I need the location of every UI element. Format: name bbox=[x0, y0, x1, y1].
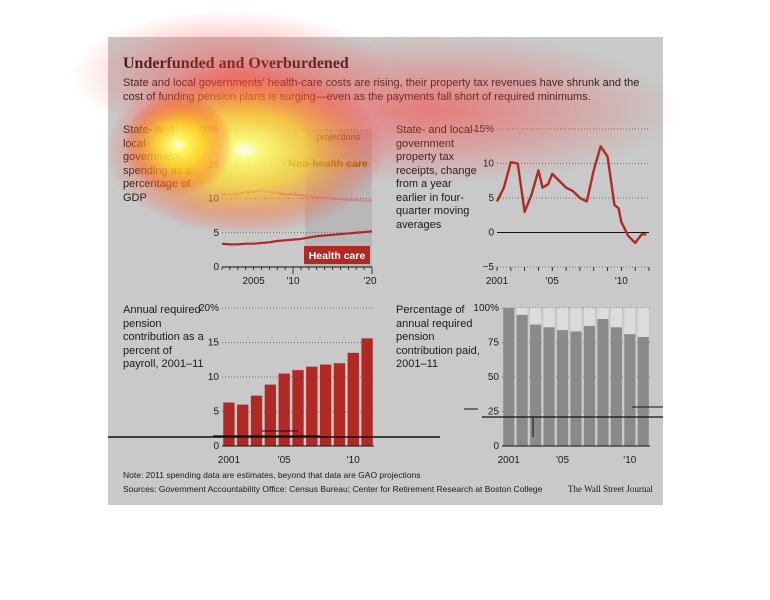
bar bbox=[503, 308, 515, 446]
y-tick-label: 10 bbox=[208, 372, 220, 383]
health-care-label-box bbox=[304, 246, 370, 264]
bar bbox=[333, 363, 346, 446]
y-tick-label: 20% bbox=[199, 125, 219, 136]
bar-remainder bbox=[557, 308, 569, 331]
bar-remainder bbox=[530, 308, 542, 325]
bar bbox=[637, 336, 649, 446]
chart4-description: Percentage of annual required pension co… bbox=[396, 304, 480, 370]
y-tick-label: 10 bbox=[208, 194, 220, 205]
x-tick-label: '10 bbox=[615, 276, 628, 287]
x-tick-label: 2005 bbox=[242, 276, 265, 287]
x-tick-label: '10 bbox=[347, 455, 360, 466]
y-tick-label: 5 bbox=[213, 228, 219, 239]
bar bbox=[347, 352, 359, 446]
bar-remainder bbox=[570, 308, 582, 332]
bar bbox=[264, 384, 277, 446]
y-tick-label: 15 bbox=[208, 338, 220, 349]
legend-label: Non-health care bbox=[288, 158, 368, 170]
x-tick-label: 2001 bbox=[218, 455, 241, 466]
bar-remainder bbox=[610, 308, 622, 328]
projections-label: projections bbox=[317, 132, 361, 142]
bar bbox=[278, 373, 290, 446]
x-tick-label: '05 bbox=[278, 455, 291, 466]
y-tick-label: 10 bbox=[483, 159, 495, 170]
chart-property-tax: −5 0 5 10 15% 2001 '05 '10 bbox=[474, 124, 650, 287]
bar-remainder bbox=[516, 308, 528, 315]
x-tick-label: '10 bbox=[287, 276, 300, 287]
chart-pension-paid: 0 25 50 75 100% 2001 '05 '10 bbox=[473, 303, 650, 466]
bar bbox=[237, 404, 249, 446]
bar-remainder bbox=[597, 308, 609, 320]
bar bbox=[557, 330, 569, 446]
bar bbox=[361, 338, 373, 446]
bar bbox=[597, 319, 609, 446]
sources-text: Sources: Government Accountability Offic… bbox=[123, 484, 543, 494]
bar bbox=[530, 324, 542, 446]
bar-remainder bbox=[637, 308, 649, 337]
overlay-lines bbox=[108, 406, 663, 438]
bar bbox=[543, 327, 555, 446]
chart3-description: Annual required pension contribution as … bbox=[123, 304, 204, 370]
bar bbox=[570, 331, 582, 446]
legend-label: Health care bbox=[309, 250, 366, 262]
chart-pension-required: 0 5 10 15 20% 2001 '05 '10 bbox=[199, 303, 374, 466]
bar-remainder bbox=[543, 308, 555, 328]
bar bbox=[624, 334, 636, 446]
credit-text: The Wall Street Journal bbox=[568, 484, 653, 494]
y-tick-label: 15 bbox=[208, 159, 220, 170]
y-tick-label: 0 bbox=[488, 228, 494, 239]
x-tick-label: '20 bbox=[363, 276, 376, 287]
x-tick-label: '05 bbox=[556, 455, 569, 466]
x-tick-label: 2001 bbox=[486, 276, 509, 287]
x-tick-label: '10 bbox=[623, 455, 636, 466]
chart-spending-gdp: 0 5 10 15 20% projections Non-health care Healt… bbox=[199, 125, 377, 287]
bar bbox=[319, 364, 332, 446]
y-tick-label: 0 bbox=[213, 441, 219, 452]
bar bbox=[306, 366, 318, 446]
y-tick-label: 5 bbox=[488, 193, 494, 204]
y-tick-label: 15% bbox=[474, 124, 494, 135]
y-tick-label: 0 bbox=[213, 262, 219, 273]
note-text: Note: 2011 spending data are estimates, … bbox=[123, 470, 421, 480]
bar bbox=[583, 325, 595, 446]
y-tick-label: 50 bbox=[488, 372, 500, 383]
x-tick-label: '05 bbox=[546, 276, 559, 287]
y-tick-label: 5 bbox=[213, 407, 219, 418]
series-line bbox=[495, 145, 647, 245]
bar bbox=[516, 314, 528, 446]
y-tick-label: 25 bbox=[488, 407, 500, 418]
y-tick-label: 0 bbox=[493, 441, 499, 452]
bar-remainder bbox=[624, 308, 636, 335]
bar bbox=[250, 395, 263, 446]
bar-remainder bbox=[583, 308, 595, 326]
y-tick-label: −5 bbox=[483, 262, 495, 273]
bar bbox=[223, 402, 235, 446]
bar bbox=[292, 370, 304, 446]
bar bbox=[610, 327, 622, 446]
x-tick-label: 2001 bbox=[498, 455, 521, 466]
y-tick-label: 100% bbox=[473, 303, 499, 314]
y-tick-label: 20% bbox=[199, 303, 219, 314]
y-tick-label: 75 bbox=[488, 338, 500, 349]
